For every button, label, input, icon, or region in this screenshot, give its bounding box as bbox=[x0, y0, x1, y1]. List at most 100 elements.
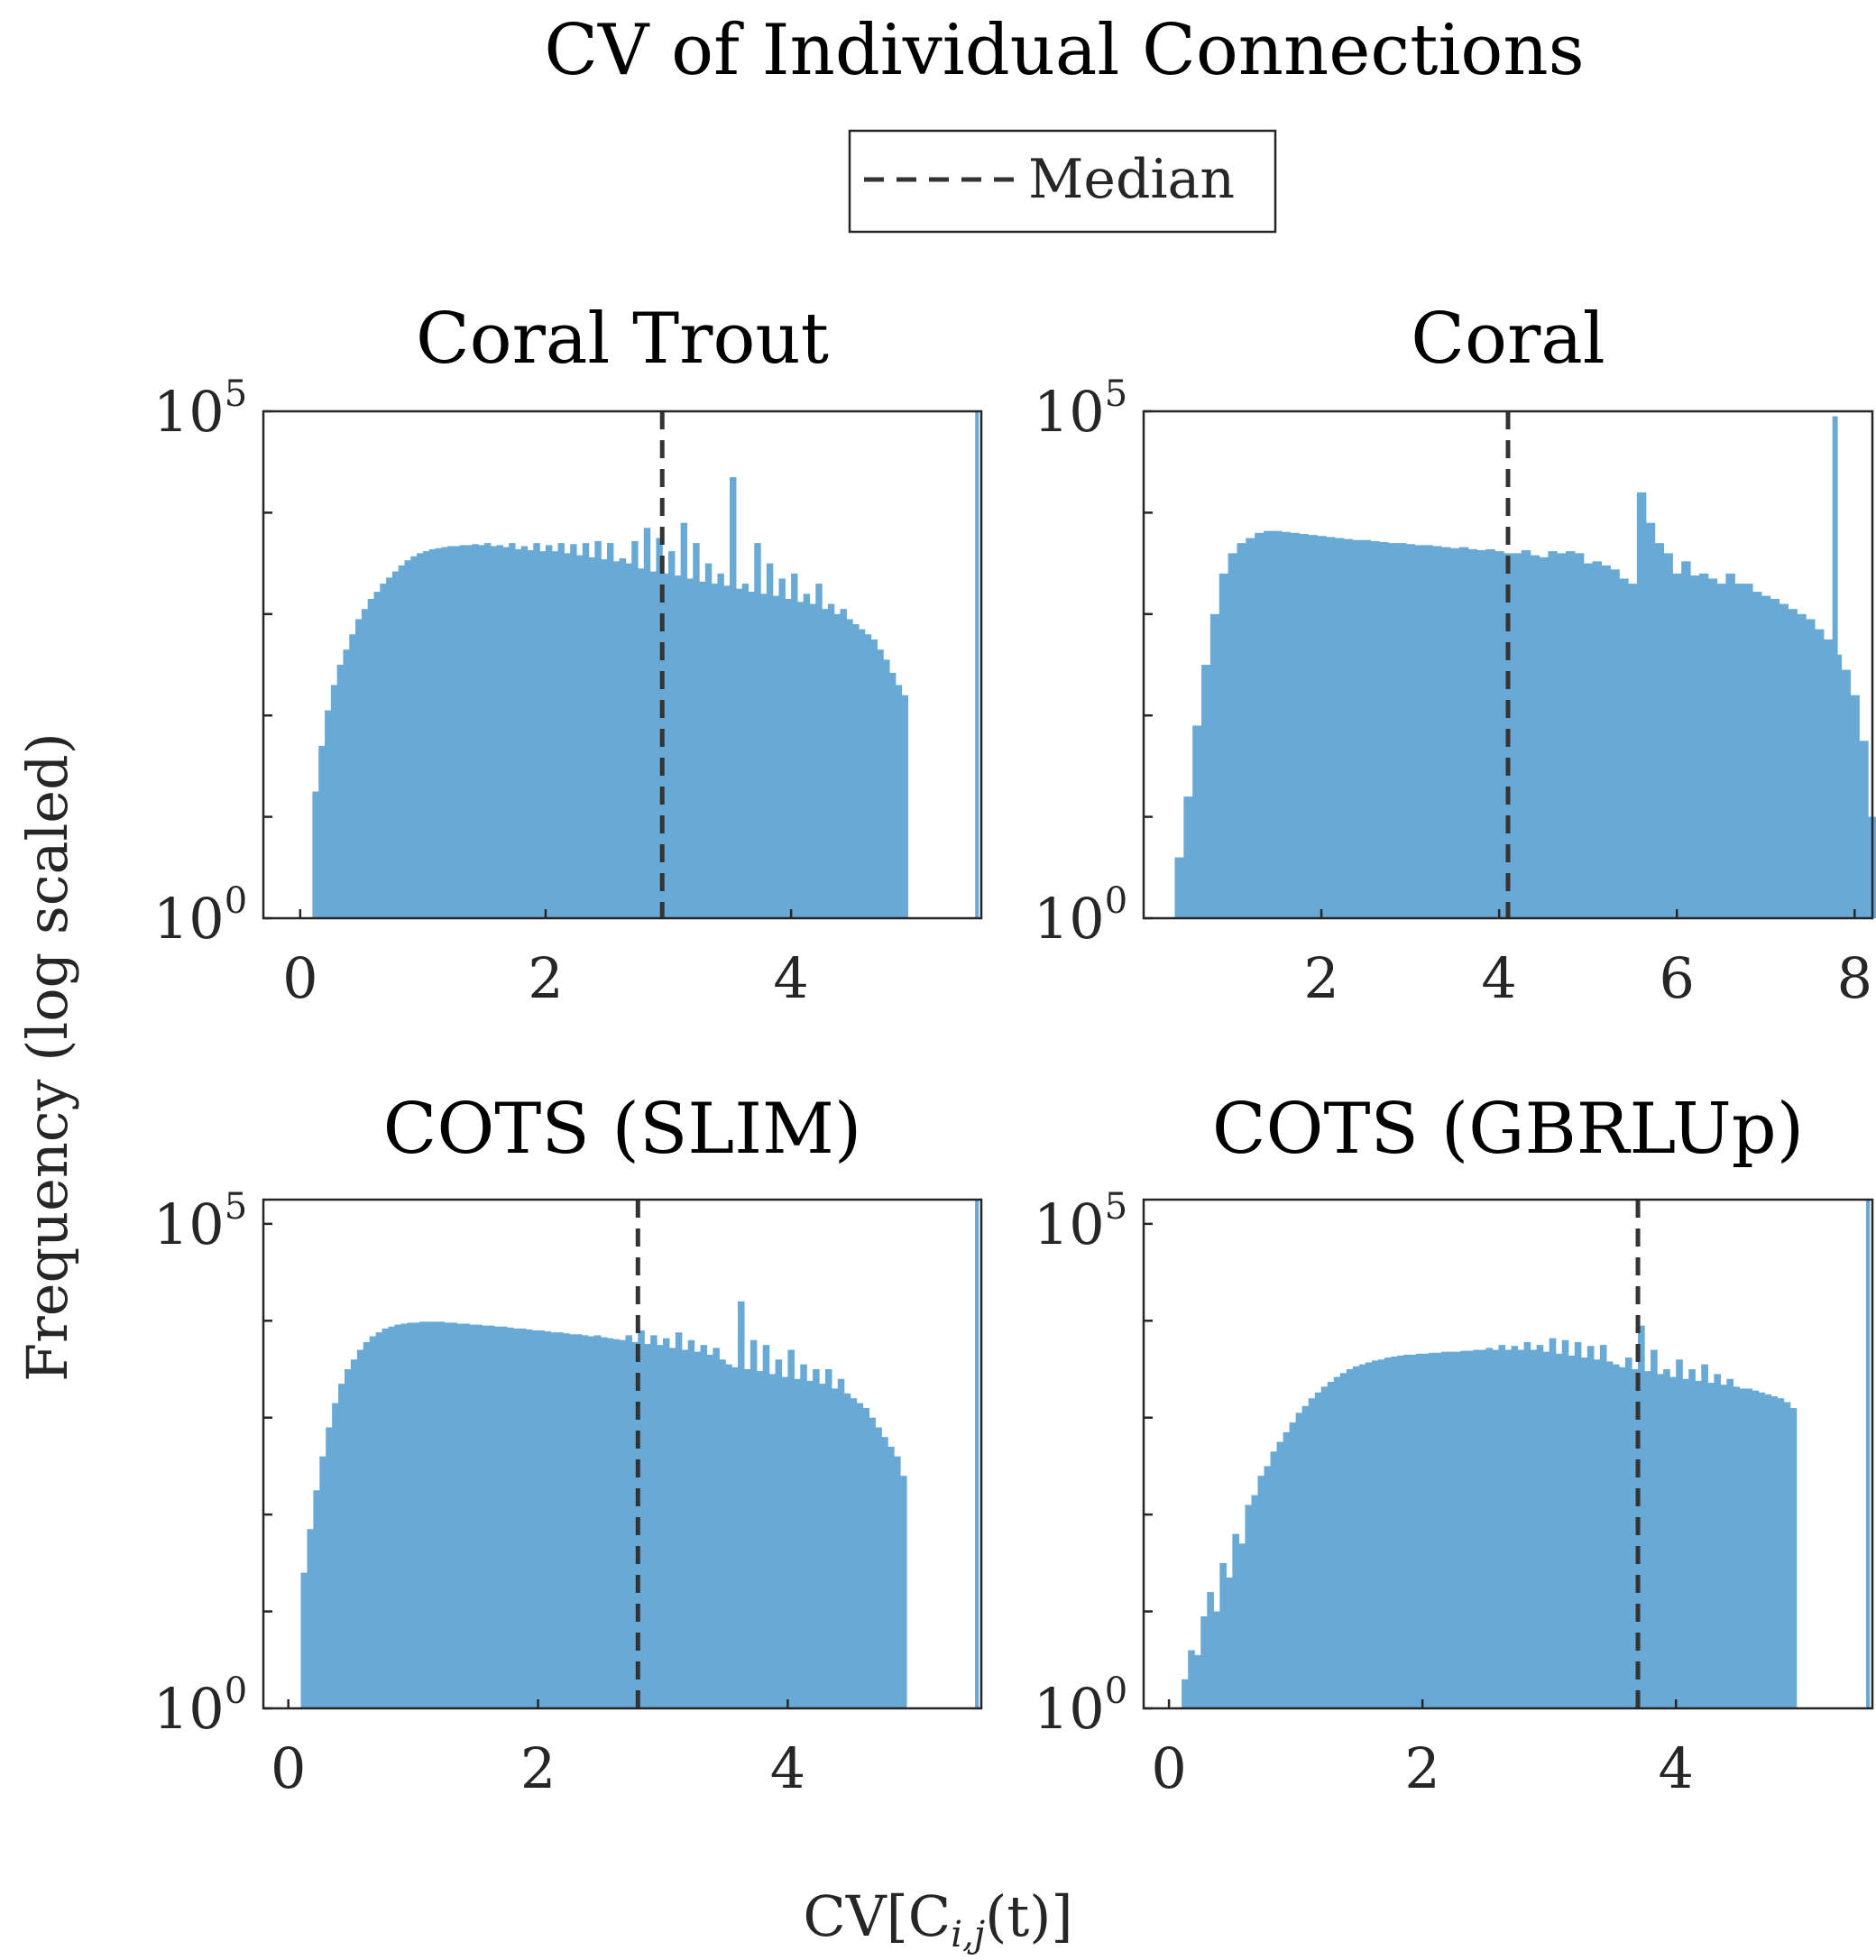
histogram-bar bbox=[1783, 1402, 1791, 1708]
histogram-bar bbox=[1232, 1533, 1239, 1708]
histogram-bar bbox=[824, 1369, 832, 1708]
histogram-bar bbox=[680, 522, 688, 918]
histogram-bar bbox=[856, 1403, 864, 1708]
histogram-bar bbox=[332, 1403, 339, 1708]
histogram-bar bbox=[1371, 1360, 1379, 1708]
histogram-bar bbox=[1213, 1611, 1220, 1708]
histogram-bar bbox=[858, 629, 866, 918]
histogram-bar bbox=[494, 1326, 501, 1708]
histogram-bar bbox=[1806, 619, 1816, 918]
histogram-bar bbox=[1183, 796, 1193, 918]
histogram-bar bbox=[819, 1384, 826, 1708]
histogram-bar bbox=[725, 1364, 732, 1708]
histogram-bar bbox=[1651, 1349, 1658, 1708]
histogram-bar bbox=[441, 547, 448, 918]
histogram-bar bbox=[975, 1200, 979, 1708]
histogram-bar bbox=[355, 619, 363, 918]
histogram-bar bbox=[1352, 539, 1363, 918]
histogram-bar bbox=[483, 543, 492, 918]
histogram-bar bbox=[469, 1324, 476, 1708]
histogram-bar bbox=[800, 1364, 807, 1708]
histogram-bar bbox=[1346, 1369, 1354, 1708]
histogram-bar bbox=[815, 584, 823, 918]
histogram-bar bbox=[444, 1322, 452, 1708]
histogram-bars bbox=[1174, 416, 1876, 918]
histogram-bar bbox=[478, 545, 485, 918]
histogram-bar bbox=[719, 1359, 726, 1708]
histogram-bar bbox=[490, 546, 498, 918]
histogram-bar bbox=[803, 594, 811, 918]
histogram-bar bbox=[674, 575, 682, 918]
histogram-bar bbox=[1326, 537, 1336, 918]
histogram-bar bbox=[1458, 547, 1469, 918]
histogram-bar bbox=[520, 546, 529, 918]
histogram-bar bbox=[1644, 1371, 1651, 1708]
histogram-bar bbox=[1192, 725, 1202, 918]
histogram-bar bbox=[1605, 1361, 1614, 1708]
histogram-bar bbox=[668, 551, 676, 918]
y-tick-label-base: 10 bbox=[1034, 886, 1105, 952]
x-tick-label: 4 bbox=[770, 1735, 805, 1801]
histogram-bar bbox=[1339, 1373, 1347, 1708]
histogram-bar bbox=[827, 603, 835, 918]
histogram-bar bbox=[459, 545, 467, 918]
histogram-bar bbox=[713, 1348, 720, 1708]
histogram-bar bbox=[1618, 1366, 1626, 1708]
histogram-bar bbox=[319, 1456, 326, 1708]
histogram-bar bbox=[557, 543, 565, 918]
histogram-bar bbox=[1574, 1341, 1582, 1708]
x-tick-label: 2 bbox=[520, 1735, 556, 1801]
histogram-bar bbox=[656, 538, 663, 918]
histogram-bar bbox=[564, 553, 571, 918]
histogram-bar bbox=[1201, 665, 1211, 918]
histogram-bar bbox=[1536, 1345, 1544, 1708]
histogram-bar bbox=[1200, 1615, 1208, 1708]
histogram-bar bbox=[1473, 1349, 1480, 1708]
histogram-bar bbox=[1379, 541, 1389, 918]
histogram-bar bbox=[881, 1437, 888, 1708]
histogram-bar bbox=[687, 1339, 695, 1708]
histogram-bar bbox=[888, 672, 897, 918]
histogram-bar bbox=[525, 1329, 533, 1708]
histogram-bar bbox=[307, 1529, 314, 1708]
histogram-bar bbox=[813, 1369, 820, 1708]
histogram-bar bbox=[363, 1341, 371, 1708]
histogram-bar bbox=[1628, 584, 1638, 918]
histogram-bar bbox=[1308, 1398, 1316, 1708]
histogram-bar bbox=[1714, 1374, 1721, 1708]
histogram-bar bbox=[509, 543, 516, 918]
histogram-bar bbox=[456, 1323, 464, 1708]
histogram-bar bbox=[344, 1369, 352, 1708]
histogram-bar bbox=[735, 588, 743, 918]
histogram-bar bbox=[422, 551, 430, 918]
histogram-bar bbox=[463, 1323, 471, 1708]
histogram-bar bbox=[1391, 1357, 1398, 1708]
panel-title: Coral Trout bbox=[416, 299, 829, 380]
histogram-bar bbox=[588, 557, 595, 918]
histogram-bar bbox=[1251, 1495, 1259, 1708]
y-tick-label: 100 bbox=[1034, 880, 1127, 952]
histogram-bar bbox=[1410, 1354, 1417, 1708]
histogram-bar bbox=[1494, 551, 1504, 918]
histogram-bar bbox=[975, 411, 979, 918]
histogram-bar bbox=[843, 1393, 851, 1708]
histogram-bar bbox=[1788, 609, 1798, 918]
histogram-bar bbox=[1272, 530, 1283, 918]
panel-title: Coral bbox=[1411, 299, 1605, 380]
histogram-bar bbox=[356, 1349, 364, 1708]
histogram-bar bbox=[1387, 543, 1398, 918]
histogram-bar bbox=[1504, 1349, 1513, 1708]
histogram-bar bbox=[846, 619, 853, 918]
histogram-bar bbox=[1301, 1405, 1310, 1708]
histogram-bar bbox=[1542, 1351, 1550, 1708]
y-tick-label-base: 10 bbox=[153, 886, 225, 952]
histogram-bar bbox=[514, 548, 522, 918]
histogram-bar bbox=[644, 1344, 651, 1708]
y-axis-label: Frequency (log scaled) bbox=[14, 732, 80, 1382]
histogram-bar bbox=[748, 592, 755, 918]
histogram-bar bbox=[1758, 1392, 1766, 1708]
x-axis-label: CV[Ci,j(t)] bbox=[803, 1883, 1072, 1955]
histogram-bar bbox=[336, 665, 345, 918]
histogram-bar bbox=[650, 1335, 658, 1708]
